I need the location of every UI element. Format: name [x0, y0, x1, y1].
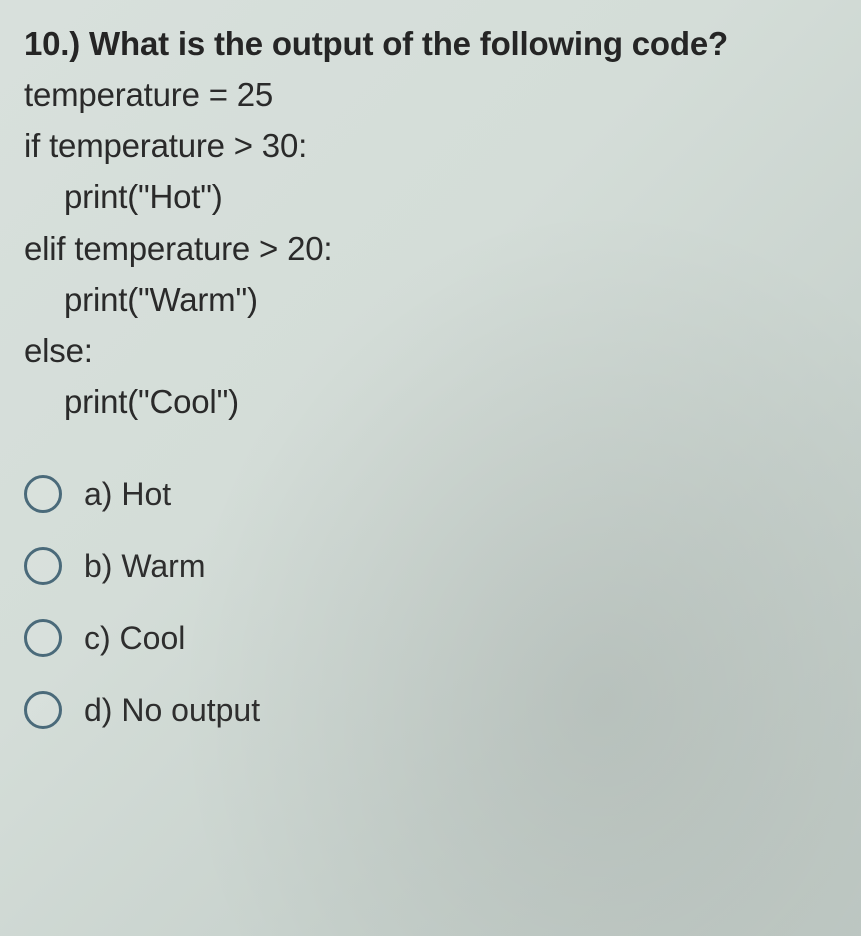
code-line-4: print("Warm"): [24, 274, 837, 325]
code-line-3: elif temperature > 20:: [24, 223, 837, 274]
option-b[interactable]: b) Warm: [24, 547, 837, 585]
option-d[interactable]: d) No output: [24, 691, 837, 729]
radio-icon[interactable]: [24, 619, 62, 657]
code-line-5: else:: [24, 325, 837, 376]
question-number: 10.): [24, 25, 80, 62]
code-line-6: print("Cool"): [24, 376, 837, 427]
option-label: c) Cool: [84, 620, 185, 657]
question-text: What is the output of the following code…: [89, 25, 728, 62]
code-line-2: print("Hot"): [24, 171, 837, 222]
option-a[interactable]: a) Hot: [24, 475, 837, 513]
code-line-0: temperature = 25: [24, 69, 837, 120]
radio-icon[interactable]: [24, 547, 62, 585]
radio-icon[interactable]: [24, 475, 62, 513]
options-list: a) Hot b) Warm c) Cool d) No output: [24, 475, 837, 729]
radio-icon[interactable]: [24, 691, 62, 729]
code-line-1: if temperature > 30:: [24, 120, 837, 171]
option-c[interactable]: c) Cool: [24, 619, 837, 657]
question-area: 10.) What is the output of the following…: [24, 18, 837, 729]
question-prompt: 10.) What is the output of the following…: [24, 18, 837, 69]
option-label: d) No output: [84, 692, 260, 729]
option-label: a) Hot: [84, 476, 171, 513]
option-label: b) Warm: [84, 548, 205, 585]
